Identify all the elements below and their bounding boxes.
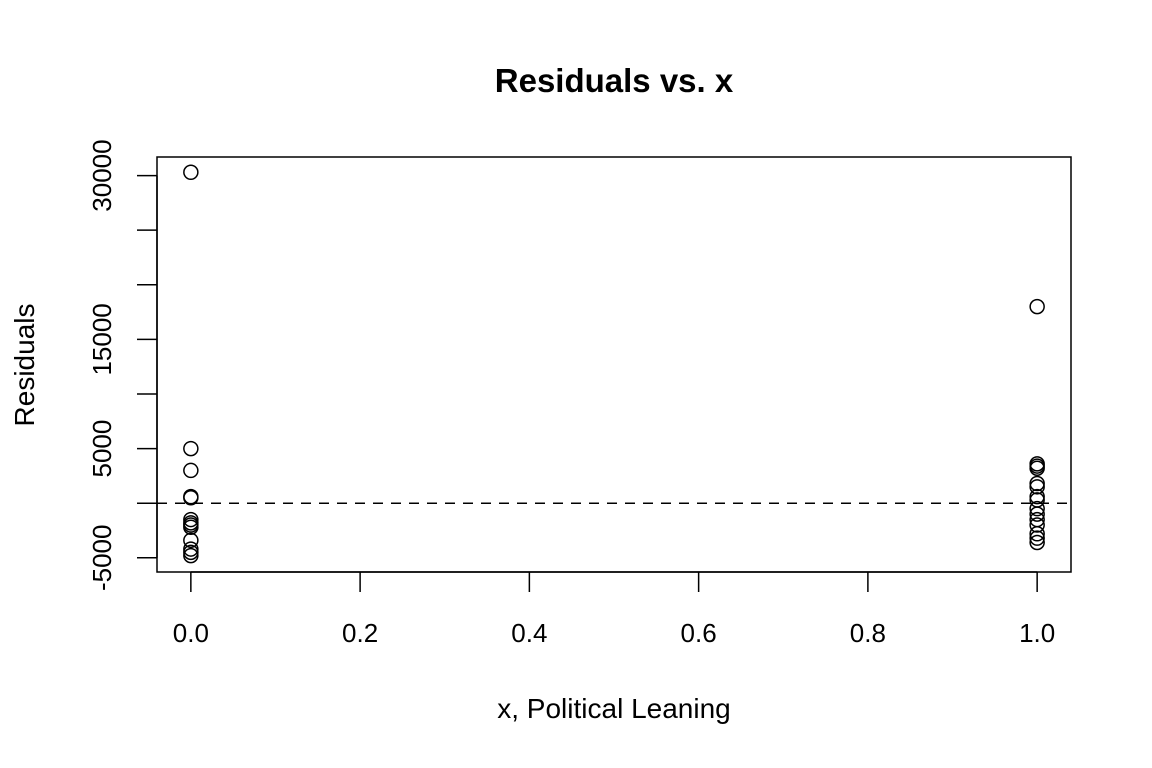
chart-title: Residuals vs. x — [495, 62, 734, 99]
y-tick-label: 5000 — [87, 420, 117, 478]
y-tick-label: 30000 — [87, 139, 117, 211]
x-tick-label: 0.8 — [850, 618, 886, 648]
y-tick-label: -5000 — [87, 525, 117, 592]
data-point — [1029, 460, 1045, 476]
data-point — [183, 532, 199, 549]
x-tick-label: 0.0 — [173, 618, 209, 648]
y-tick-label: 15000 — [87, 303, 117, 375]
data-point — [1029, 475, 1045, 492]
data-point — [1029, 506, 1045, 522]
data-point — [183, 489, 199, 506]
x-axis: 0.0 0.2 0.4 0.6 0.8 1.0 — [173, 571, 1055, 648]
x-tick-label: 1.0 — [1019, 618, 1055, 648]
data-point — [1029, 479, 1045, 495]
data-point — [1029, 298, 1045, 315]
points-layer — [183, 164, 1045, 564]
data-point — [183, 440, 199, 457]
data-point — [183, 462, 199, 479]
y-axis-label: Residuals — [9, 304, 40, 427]
data-point — [1029, 517, 1045, 533]
x-axis-label: x, Political Leaning — [497, 693, 730, 724]
data-point — [183, 519, 199, 535]
data-point — [183, 164, 199, 181]
x-tick-label: 0.4 — [511, 618, 547, 648]
data-point — [1029, 492, 1045, 508]
data-point — [1029, 526, 1045, 542]
data-point — [183, 547, 199, 564]
data-point — [1029, 534, 1045, 551]
data-point — [1029, 530, 1045, 546]
plot-frame — [156, 156, 1072, 573]
y-axis: -5000 5000 15000 30000 — [87, 139, 158, 592]
data-point — [1029, 500, 1045, 517]
x-tick-label: 0.6 — [681, 618, 717, 648]
x-tick-label: 0.2 — [342, 618, 378, 648]
